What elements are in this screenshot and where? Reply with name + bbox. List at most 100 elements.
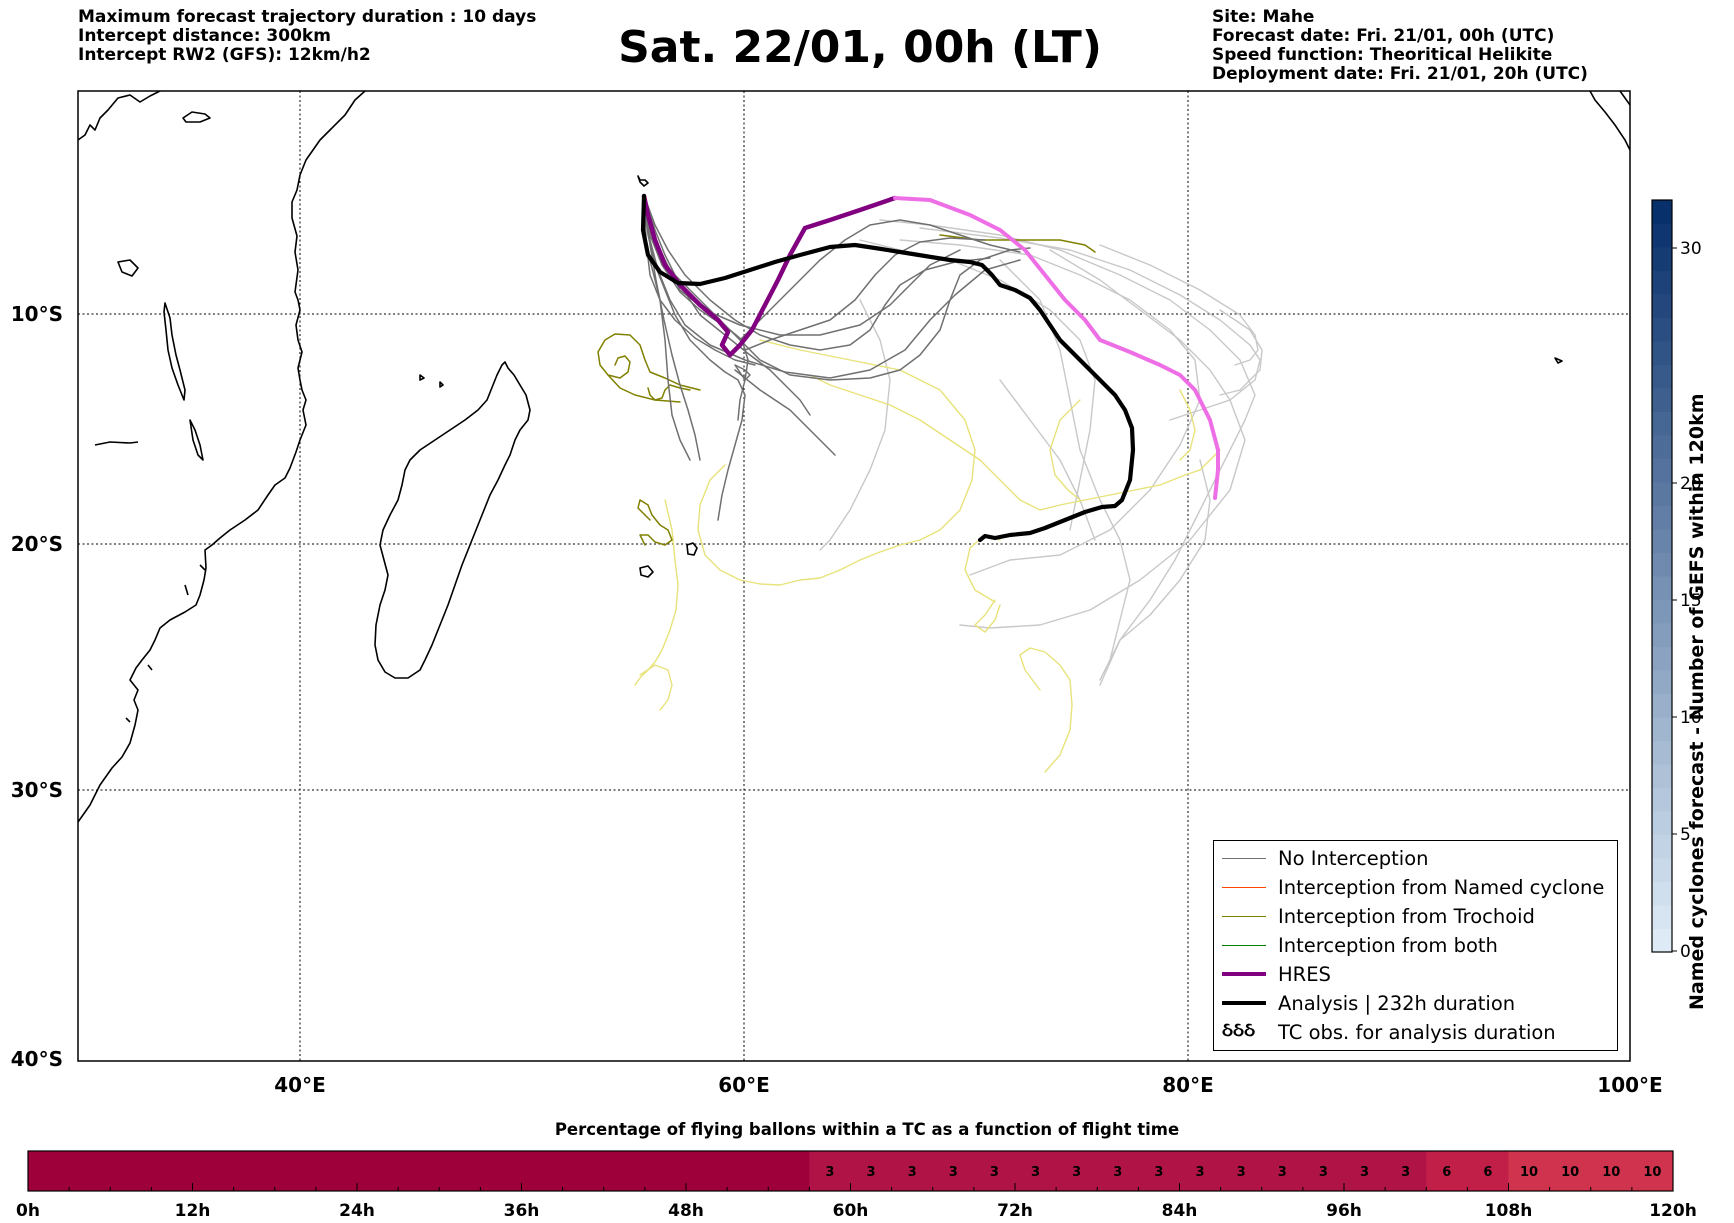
track-trochoid-2 [647,384,691,401]
colorbar-cell [1652,623,1672,647]
colorbar-cell [1652,740,1672,765]
bar-cell-value: 3 [949,1165,958,1180]
bar-cell [1302,1151,1345,1191]
header-right-info: Site: Mahe Forecast date: Fri. 21/01, 00… [1212,8,1588,84]
hour-label-120h: 120h [1649,1201,1697,1221]
track-noint-11 [744,237,986,351]
colorbar-title: Named cyclones forecast - Number of GEFS… [1686,393,1708,1010]
bar-cell-value: 10 [1561,1165,1579,1180]
coast-indonesia [1589,91,1630,151]
cbar-tick-0: 0 [1680,942,1691,962]
track-yellow-2 [809,374,1221,511]
colorbar-cell [1652,764,1672,788]
legend-label-analysis: Analysis | 232h duration [1278,992,1516,1015]
bar-cell-value: 6 [1483,1165,1492,1180]
track-yellow-9 [1049,399,1081,501]
colorbar-cell [1652,505,1672,530]
bar-cell [1385,1151,1427,1191]
bar-cell-value: 10 [1602,1165,1620,1180]
colorbar-cell [1652,482,1672,506]
flight-time-bar-title: Percentage of flying ballons within a TC… [554,1120,1180,1139]
header-left-info: Maximum forecast trajectory duration : 1… [78,8,536,65]
track-late-5 [819,299,891,551]
bar-cell-value: 3 [1072,1165,1081,1180]
legend-swatch-named-cyclone [1222,887,1266,888]
header-right-line-1: Site: Mahe [1212,7,1315,27]
bar-cell [1426,1151,1468,1191]
hour-label-36h: 36h [504,1201,540,1221]
coast-arabia [78,91,161,141]
legend-item-both: Interception from both [1214,931,1617,960]
track-yellow-5 [974,599,1001,633]
coast-reunion [639,565,654,578]
legend-swatch-both [1222,945,1266,946]
hour-label-72h: 72h [997,1201,1033,1221]
bar-cell-value: 3 [1031,1165,1040,1180]
gefs-yellow-tracks [634,339,1221,773]
track-late-2 [899,239,1201,576]
header-right-line-4: Deployment date: Fri. 21/01, 20h (UTC) [1212,64,1588,84]
colorbar-cell [1652,200,1672,224]
legend-swatch-hres [1222,972,1266,976]
colorbar-cell [1652,670,1672,694]
bar-cell-value: 3 [1401,1165,1410,1180]
cbar-tick-20: 20 [1680,474,1702,494]
legend-item-tc-obs: ઠઠઠ TC obs. for analysis duration [1214,1018,1617,1047]
track-trochoid-3 [637,499,673,546]
legend-swatch-analysis [1222,1001,1266,1005]
track-late-7 [959,249,1246,629]
bar-cell-value: 10 [1520,1165,1538,1180]
bar-cell [1467,1151,1509,1191]
header-left-line-3: Intercept RW2 (GFS): 12km/h2 [78,45,371,65]
track-yellow-3 [634,499,679,686]
colorbar-cell [1652,223,1672,248]
colorbar-cell [1652,458,1672,483]
bar-cell-value: 3 [1196,1165,1205,1180]
track-noint-13 [649,259,691,461]
track-noint-3 [644,197,746,521]
colorbar-ticks: 0 5 10 15 20 30 [1672,239,1702,962]
legend-item-named-cyclone: Interception from Named cyclone [1214,873,1617,902]
hour-label-84h: 84h [1162,1201,1198,1221]
header-left-line-2: Intercept distance: 300km [78,26,331,46]
bar-cell-value: 3 [908,1165,917,1180]
coast-mauritius [686,542,698,556]
coast-madagascar [374,361,531,679]
legend-label-trochoid: Interception from Trochoid [1278,905,1535,928]
colorbar-cell [1652,834,1672,859]
lon-label-60e: 60°E [718,1073,770,1097]
bar-cell-value: 3 [990,1165,999,1180]
hour-label-0h: 0h [16,1201,40,1221]
bar-hour-labels: 0h 12h 24h 36h 48h 60h 72h 84h 96h 108h … [16,1201,1697,1221]
track-yellow-1 [697,339,976,586]
colorbar-frame [1651,199,1673,953]
header-right-line-2: Forecast date: Fri. 21/01, 00h (UTC) [1212,26,1555,46]
hour-label-12h: 12h [175,1201,211,1221]
lon-label-40e: 40°E [274,1073,326,1097]
cbar-tick-30: 30 [1680,239,1702,259]
legend-label-hres: HRES [1278,963,1331,986]
bar-cell [1631,1151,1674,1191]
bar-cell-value: 3 [1237,1165,1246,1180]
track-noint-5 [644,197,1021,379]
hour-label-48h: 48h [668,1201,704,1221]
bar-cell [1220,1151,1263,1191]
hour-label-60h: 60h [833,1201,869,1221]
coast-lake-lines [94,441,139,446]
track-yellow-4 [639,664,673,711]
colorbar-cells [1652,200,1672,953]
bar-cell [1549,1151,1592,1191]
lat-label-30s: 30°S [11,778,63,802]
lat-label-10s: 10°S [11,302,63,326]
lon-label-80e: 80°E [1162,1073,1214,1097]
cbar-tick-5: 5 [1680,825,1691,845]
track-hres [641,193,898,358]
lat-label-40s: 40°S [11,1047,63,1071]
track-analysis [640,193,1136,543]
bar-cells: 3 3 3 3 3 3 3 3 3 3 3 3 3 3 3 6 6 10 10 10 10 [809,1151,1674,1191]
track-late-9 [1219,309,1263,396]
colorbar-cell [1652,787,1672,812]
bar-cell [1179,1151,1221,1191]
legend-label-tc-obs: TC obs. for analysis duration [1278,1021,1556,1044]
legend-label-both: Interception from both [1278,934,1498,957]
